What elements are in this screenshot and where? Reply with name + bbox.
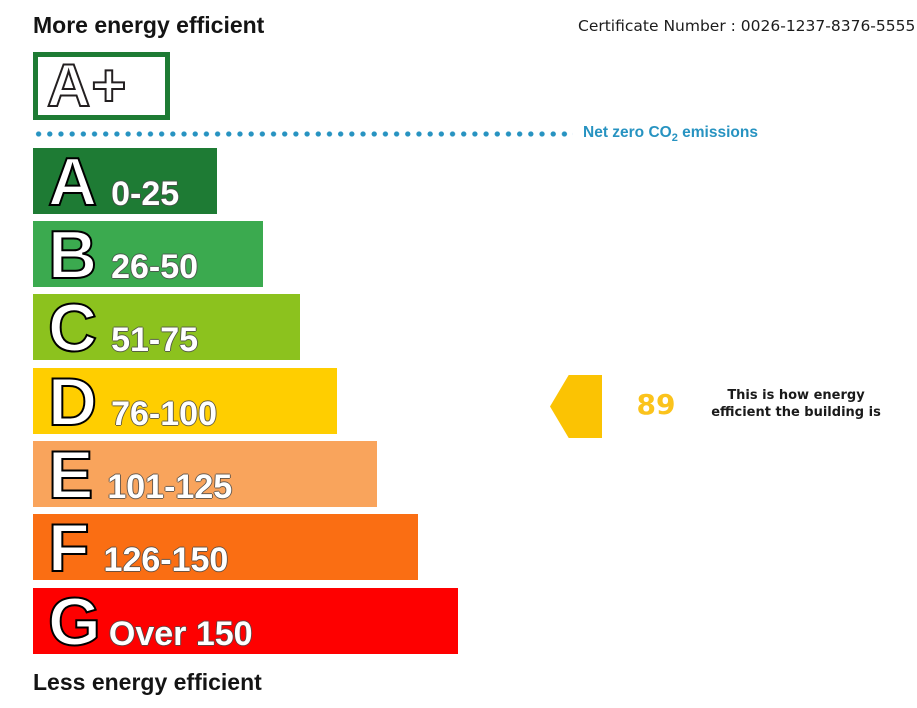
band-row: B 26-50 — [33, 217, 263, 293]
band-range-label: 101-125 — [107, 468, 233, 506]
net-zero-prefix: Net zero CO — [583, 124, 672, 141]
less-energy-efficient-label: Less energy efficient — [33, 669, 262, 695]
rating-arrow-icon — [550, 375, 602, 438]
net-zero-label: Net zero CO2 emissions — [583, 124, 758, 144]
band-row: E 101-125 — [33, 437, 377, 513]
a-plus-label: A+ — [46, 52, 128, 119]
band-row: G Over 150 — [33, 584, 458, 660]
band-range-label: 26-50 — [111, 248, 199, 286]
band-row: A 0-25 — [33, 144, 217, 220]
band-range-label: 51-75 — [111, 321, 199, 359]
band-letter: B — [47, 217, 98, 293]
band-row: F 126-150 — [33, 510, 418, 586]
band-letter: G — [47, 584, 102, 660]
more-energy-efficient-label: More energy efficient — [33, 12, 265, 38]
band-range-label: Over 150 — [108, 615, 253, 653]
band-letter: F — [47, 510, 91, 586]
certificate-number: Certificate Number : 0026-1237-8376-5555 — [578, 17, 916, 35]
rating-note: This is how energy efficient the buildin… — [711, 388, 881, 420]
band-range-label: 126-150 — [103, 541, 229, 579]
band-range-label: 0-25 — [111, 175, 180, 213]
net-zero-dotted-line — [33, 130, 573, 138]
band-range-label: 76-100 — [111, 395, 217, 433]
band-letter: A — [47, 144, 98, 220]
net-zero-subscript: 2 — [671, 132, 678, 145]
a-plus-band: A+ — [33, 52, 170, 120]
band-letter: D — [47, 364, 98, 440]
band-letter: E — [47, 437, 94, 513]
band-letter: C — [47, 290, 98, 366]
band-row: C 51-75 — [33, 290, 300, 366]
net-zero-suffix: emissions — [677, 124, 758, 141]
band-row: D 76-100 — [33, 364, 337, 440]
rating-value: 89 — [636, 388, 676, 421]
